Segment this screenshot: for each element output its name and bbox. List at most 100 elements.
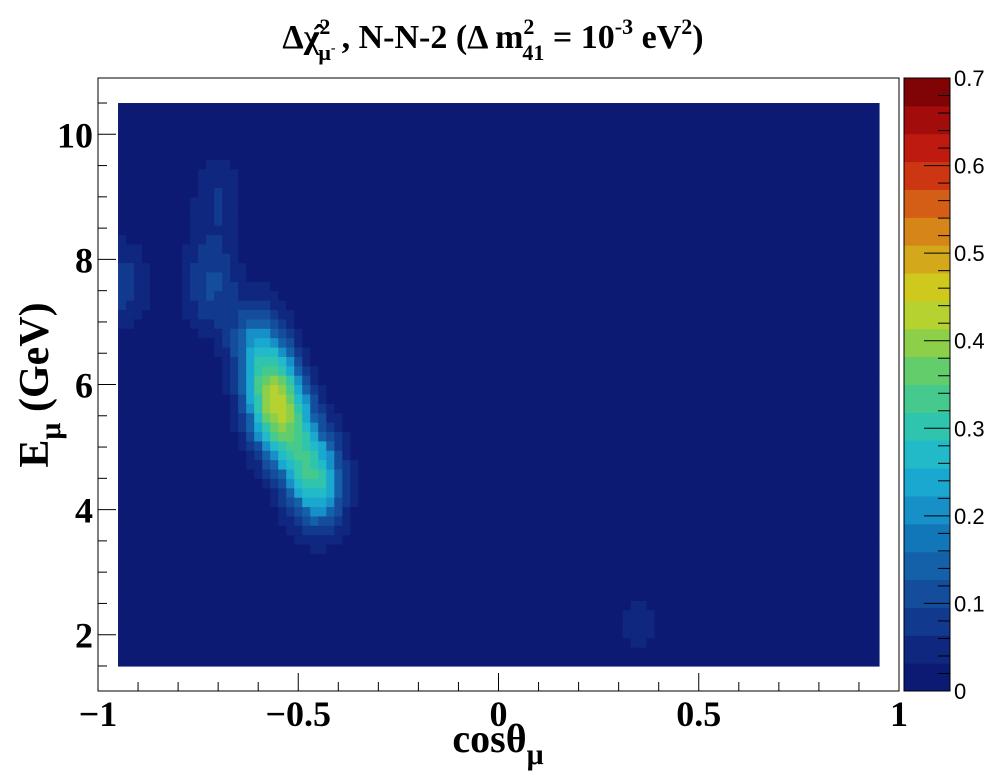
heatmap-cell [606,440,616,451]
heatmap-cell [190,234,199,245]
heatmap-cell [758,422,768,433]
heatmap-cell [550,459,560,470]
heatmap-cell [390,431,399,442]
heatmap-cell [166,581,175,592]
heatmap-cell [142,168,151,179]
heatmap-cell [222,112,231,123]
heatmap-cell [198,384,207,395]
heatmap-cell [470,253,480,264]
heatmap-cell [646,384,656,395]
heatmap-cell [366,450,375,461]
heatmap-cell [310,206,319,217]
heatmap-cell [494,328,504,339]
heatmap-cell [310,290,319,301]
heatmap-cell [158,168,167,179]
heatmap-cell [342,450,351,461]
heatmap-cell [742,393,752,404]
heatmap-cell [342,140,351,151]
heatmap-cell [182,196,191,207]
heatmap-cell [670,309,680,320]
heatmap-cell [310,647,319,658]
heatmap-cell [158,384,167,395]
heatmap-cell [502,393,512,404]
heatmap-cell [534,412,544,423]
heatmap-cell [358,328,367,339]
heatmap-cell [358,149,367,160]
heatmap-cell [278,196,287,207]
heatmap-cell [366,459,375,470]
heatmap-cell [566,619,576,630]
heatmap-cell [230,309,239,320]
heatmap-cell [710,600,720,611]
heatmap-cell [774,581,784,592]
heatmap-cell [694,637,704,648]
heatmap-cell [646,581,656,592]
heatmap-cell [574,346,584,357]
heatmap-cell [126,497,135,508]
heatmap-cell [766,300,776,311]
heatmap-cell [142,562,151,573]
heatmap-cell [542,243,552,254]
heatmap-cell [550,262,560,273]
heatmap-cell [406,534,415,545]
heatmap-cell [758,497,768,508]
heatmap-cell [654,506,664,517]
heatmap-cell [622,187,632,198]
heatmap-cell [430,478,440,489]
heatmap-cell [406,196,415,207]
heatmap-cell [206,337,215,348]
heatmap-cell [366,637,375,648]
heatmap-cell [750,562,760,573]
heatmap-cell [694,440,704,451]
heatmap-cell [662,656,672,667]
heatmap-cell [534,281,544,292]
heatmap-cell [230,478,239,489]
heatmap-cell [590,187,600,198]
heatmap-cell [550,562,560,573]
heatmap-cell [534,628,544,639]
heatmap-cell [118,590,127,601]
heatmap-cell [526,544,536,554]
heatmap-cell [246,431,255,442]
heatmap-cell [390,384,399,395]
heatmap-cell [718,506,728,517]
heatmap-cell [654,300,664,311]
heatmap-cell [182,534,191,545]
heatmap-cell [414,412,424,423]
heatmap-cell [190,440,199,451]
heatmap-cell [238,168,247,179]
heatmap-cell [694,487,704,498]
heatmap-cell [622,647,632,658]
heatmap-cell [182,450,191,461]
heatmap-cell [598,309,608,320]
heatmap-cell [518,544,528,554]
heatmap-cell [238,328,247,339]
heatmap-cell [302,328,311,339]
heatmap-cell [198,525,207,536]
heatmap-cell [334,168,343,179]
heatmap-cell [342,544,351,554]
heatmap-cell [478,637,488,648]
heatmap-cell [270,459,279,470]
heatmap-cell [582,131,592,142]
heatmap-cell [758,131,768,142]
heatmap-cell [262,375,271,386]
heatmap-cell [238,337,247,348]
heatmap-cell [262,168,271,179]
heatmap-cell [238,365,247,376]
heatmap-cell [358,506,367,517]
heatmap-cell [406,281,415,292]
heatmap-cell [454,422,464,433]
heatmap-cell [582,356,592,367]
heatmap-cell [254,450,263,461]
heatmap-cell [278,468,287,479]
heatmap-cell [526,562,536,573]
heatmap-cell [278,300,287,311]
heatmap-cell [502,365,512,376]
heatmap-cell [214,196,223,207]
heatmap-cell [502,196,512,207]
heatmap-cell [342,572,351,583]
heatmap-cell [166,187,175,198]
heatmap-cell [598,178,608,189]
heatmap-cell [470,187,480,198]
